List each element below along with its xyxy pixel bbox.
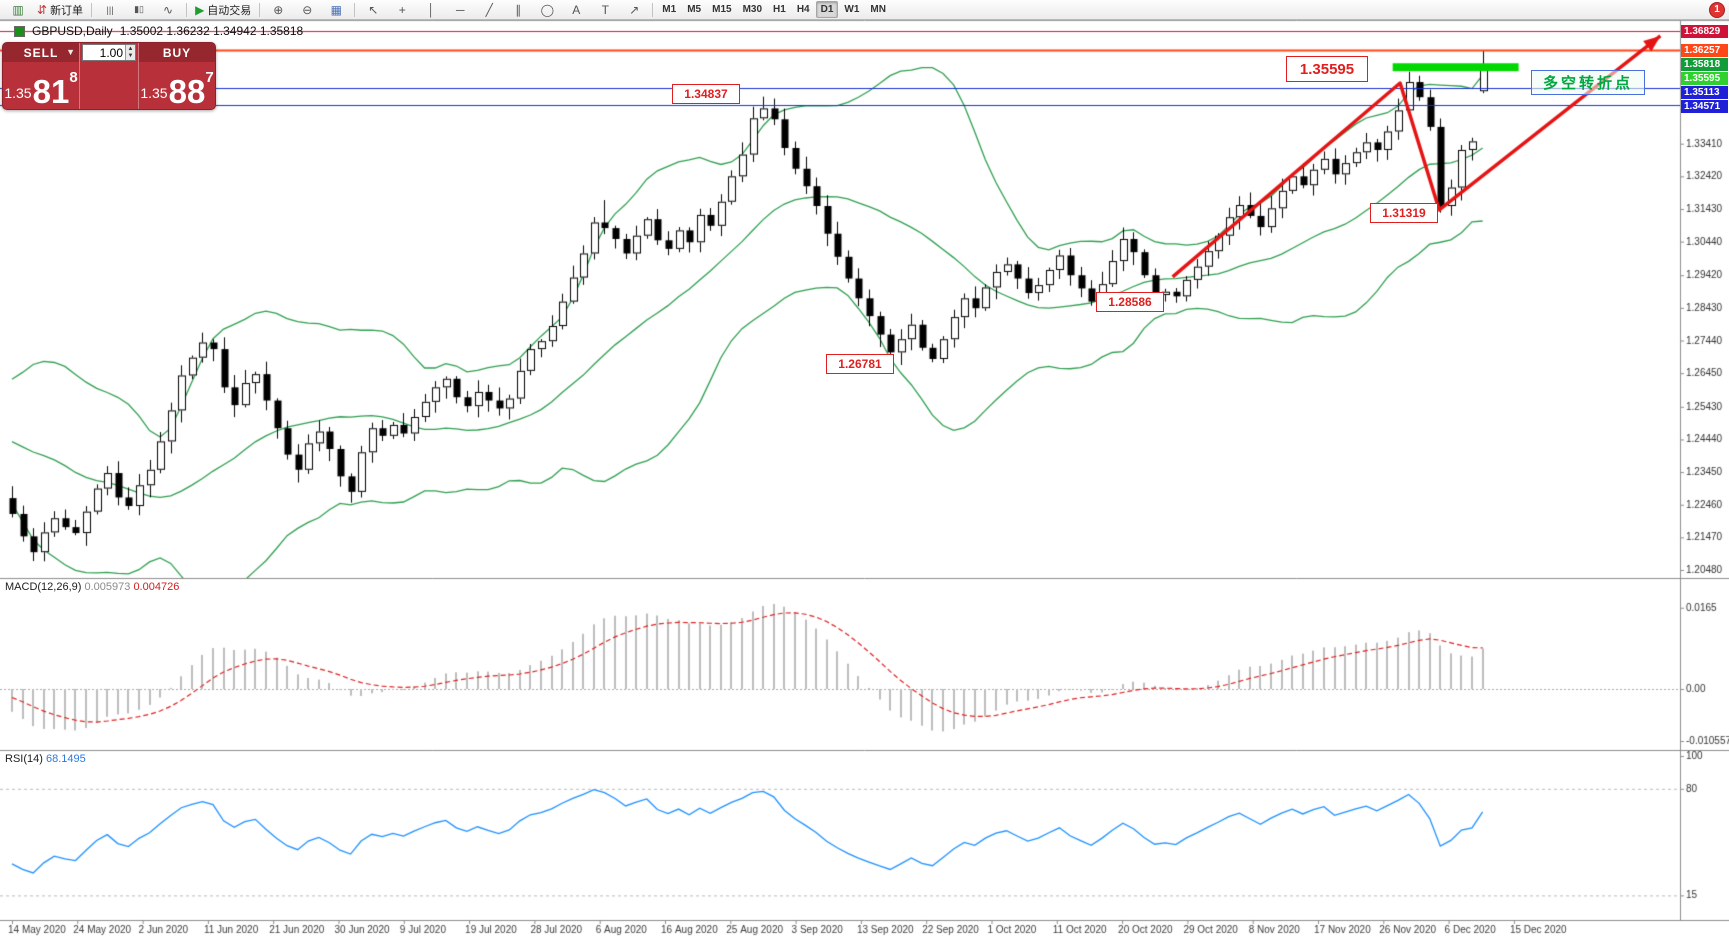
volume-input[interactable] bbox=[83, 45, 125, 60]
volume-spinner[interactable]: ▲ ▼ bbox=[125, 45, 135, 60]
tile-windows-button[interactable]: ▦ bbox=[322, 0, 350, 20]
shapes-icon: ◯ bbox=[540, 2, 555, 17]
tile-windows-icon: ▦ bbox=[330, 2, 342, 17]
chart-bars-button[interactable]: ||| bbox=[96, 0, 124, 20]
ohlc-values: 1.35002 1.36232 1.34942 1.35818 bbox=[119, 24, 304, 38]
rsi-name: RSI(14) bbox=[5, 753, 43, 765]
horizontal-line-icon: ─ bbox=[456, 2, 465, 17]
text-icon: A bbox=[572, 2, 581, 17]
timeframe-m1-button[interactable]: M1 bbox=[662, 4, 677, 15]
sell-price-small: 1.35 bbox=[4, 85, 32, 101]
bull-bear-turning-point-label: 多空转折点 bbox=[1531, 70, 1645, 95]
buy-price-big: 88 bbox=[168, 72, 206, 110]
toolbar-separator bbox=[354, 2, 356, 17]
cursor-icon: ↖ bbox=[368, 2, 379, 17]
timeframe-m15-button[interactable]: M15 bbox=[712, 4, 732, 15]
buy-label: BUY bbox=[162, 45, 192, 60]
text-button[interactable]: A bbox=[562, 0, 590, 20]
chart-line-button[interactable]: ∿ bbox=[154, 0, 182, 20]
chart-bars-icon: ||| bbox=[106, 4, 114, 15]
zoom-out-icon: ⊖ bbox=[302, 2, 313, 17]
horizontal-line-button[interactable]: ─ bbox=[446, 0, 474, 20]
toolbar-separator bbox=[652, 2, 654, 17]
sell-options-caret-icon[interactable]: ▼ bbox=[66, 47, 76, 57]
timeframe-m5-button[interactable]: M5 bbox=[687, 4, 702, 15]
toolbar-separator bbox=[259, 2, 261, 17]
text-label-icon: T bbox=[601, 2, 609, 17]
new-order-button[interactable]: ⇵ 新订单 bbox=[33, 0, 87, 20]
chart-title: GBPUSD,Daily 1.35002 1.36232 1.34942 1.3… bbox=[14, 24, 303, 38]
toolbar: ▥ ⇵ 新订单 ||| ▮▯ ∿ ▶ 自动交易 ⊕ ⊖ ▦ ↖ + │ ─ ╱ ∥ ◯ A T ↗ M1 M5 M15 M30 H… bbox=[0, 0, 1729, 20]
price-tag-1-36829: 1.36829 bbox=[1681, 24, 1728, 38]
chart-line-icon: ∿ bbox=[163, 2, 174, 17]
price-label-1-26781: 1.26781 bbox=[826, 354, 894, 374]
rsi-indicator-label: RSI(14) 68.1495 bbox=[5, 753, 86, 765]
vertical-line-icon: │ bbox=[427, 2, 436, 17]
trendline-icon: ╱ bbox=[485, 2, 493, 17]
buy-price-pip: 7 bbox=[205, 69, 214, 86]
new-order-button-label: 新订单 bbox=[50, 4, 84, 17]
zoom-in-button[interactable]: ⊕ bbox=[264, 0, 292, 20]
crosshair-icon: + bbox=[398, 2, 406, 17]
channel-icon: ∥ bbox=[515, 2, 522, 17]
sell-price-big: 81 bbox=[32, 72, 70, 110]
autotrading-button[interactable]: ▶ 自动交易 bbox=[191, 0, 255, 20]
one-click-trading-panel: SELL ▼ 1.35 81 8 ▲▼ BUY 1.35 88 7 bbox=[2, 42, 216, 110]
sell-price-pip: 8 bbox=[69, 69, 78, 86]
macd-main-value: 0.005973 bbox=[84, 581, 131, 593]
symbol-period: GBPUSD,Daily bbox=[32, 24, 113, 38]
timeframe-w1-button[interactable]: W1 bbox=[844, 4, 860, 15]
buy-price: 1.35 88 7 bbox=[139, 62, 215, 109]
macd-signal-value: 0.004726 bbox=[133, 581, 180, 593]
zoom-in-icon: ⊕ bbox=[273, 2, 284, 17]
rsi-value: 68.1495 bbox=[45, 753, 86, 765]
price-tag-1-35818: 1.35818 bbox=[1681, 58, 1728, 72]
macd-name: MACD(12,26,9) bbox=[5, 581, 82, 593]
price-label-1-31319: 1.31319 bbox=[1370, 203, 1438, 223]
crosshair-button[interactable]: + bbox=[388, 0, 416, 20]
notification-badge[interactable]: 1 bbox=[1709, 1, 1725, 18]
sell-button[interactable]: SELL ▼ 1.35 81 8 bbox=[3, 43, 79, 109]
autotrading-button-label: 自动交易 bbox=[207, 4, 252, 17]
timeframe-mn-button[interactable]: MN bbox=[870, 4, 886, 15]
arrows-button[interactable]: ↗ bbox=[620, 0, 648, 20]
price-label-1-34837: 1.34837 bbox=[672, 84, 740, 104]
new-chart-button[interactable]: ▥ bbox=[4, 0, 32, 20]
arrows-icon: ↗ bbox=[629, 2, 640, 17]
new-order-icon: ⇵ bbox=[37, 2, 48, 17]
price-tag-1-34571: 1.34571 bbox=[1681, 100, 1728, 114]
sell-price: 1.35 81 8 bbox=[3, 62, 79, 109]
volume-box: ▲▼ bbox=[79, 43, 139, 109]
price-label-1-35595: 1.35595 bbox=[1286, 56, 1368, 82]
text-label-button[interactable]: T bbox=[591, 0, 619, 20]
toolbar-separator bbox=[186, 2, 188, 17]
price-label-1-28586: 1.28586 bbox=[1096, 292, 1164, 312]
zoom-out-button[interactable]: ⊖ bbox=[293, 0, 321, 20]
price-tag-1-35113: 1.35113 bbox=[1681, 86, 1728, 100]
new-chart-icon: ▥ bbox=[12, 2, 24, 17]
autotrading-icon: ▶ bbox=[195, 2, 205, 17]
timeframe-h1-button[interactable]: H1 bbox=[773, 4, 786, 15]
cursor-button[interactable]: ↖ bbox=[359, 0, 387, 20]
chart-candles-icon: ▮▯ bbox=[134, 4, 145, 14]
vertical-line-button[interactable]: │ bbox=[417, 0, 445, 20]
macd-indicator-label: MACD(12,26,9) 0.005973 0.004726 bbox=[5, 581, 179, 593]
chart-candles-button[interactable]: ▮▯ bbox=[125, 0, 153, 20]
timeframe-m30-button[interactable]: M30 bbox=[742, 4, 763, 15]
buy-price-small: 1.35 bbox=[140, 85, 168, 101]
trendline-button[interactable]: ╱ bbox=[475, 0, 503, 20]
channel-button[interactable]: ∥ bbox=[504, 0, 532, 20]
chart-icon bbox=[14, 25, 25, 37]
price-tag-1-35595: 1.35595 bbox=[1681, 72, 1728, 86]
buy-button[interactable]: BUY 1.35 88 7 bbox=[139, 43, 215, 109]
toolbar-separator bbox=[91, 2, 93, 17]
sell-label: SELL bbox=[23, 45, 59, 60]
price-tag-1-36257: 1.36257 bbox=[1681, 43, 1728, 57]
shapes-button[interactable]: ◯ bbox=[533, 0, 561, 20]
timeframe-h4-button[interactable]: H4 bbox=[796, 4, 810, 15]
timeframe-d1-button[interactable]: D1 bbox=[815, 1, 839, 18]
